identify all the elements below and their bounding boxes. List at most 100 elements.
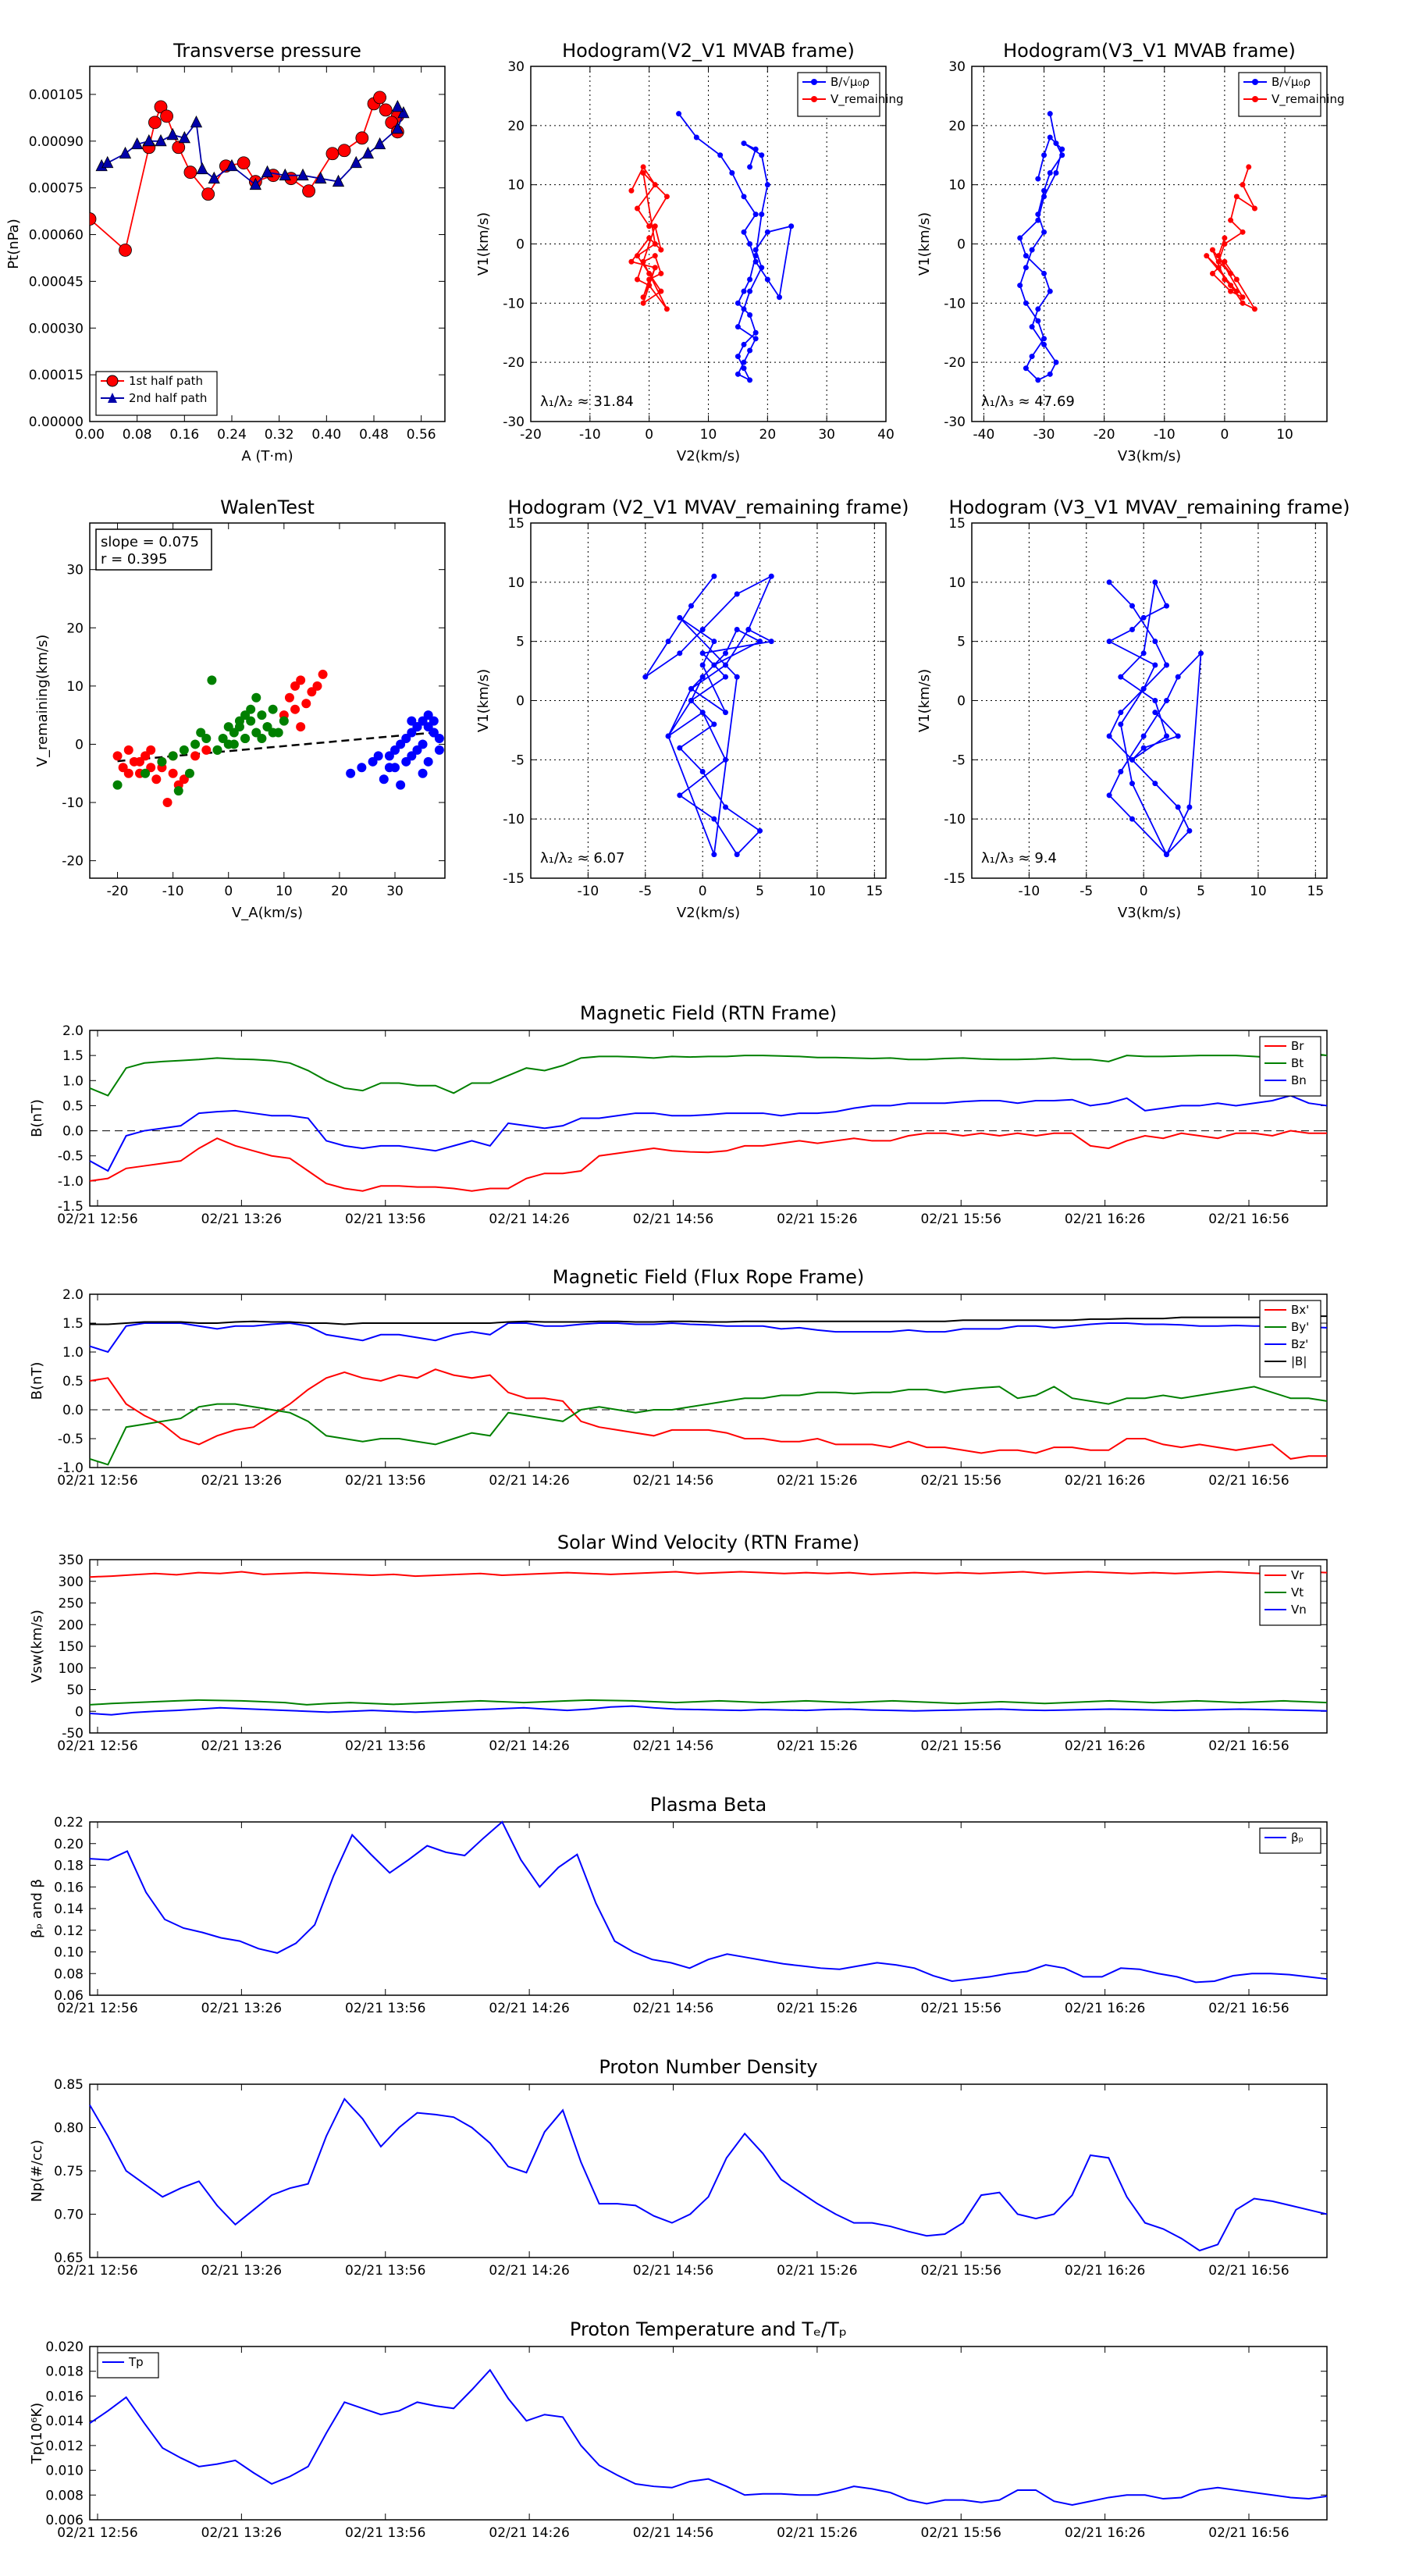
y-tick-label: 0.20 [54,1837,84,1852]
data-point [240,710,251,720]
y-tick-label: -30 [503,415,525,430]
data-point [148,116,162,130]
chart-title: Proton Number Density [599,2056,817,2078]
x-tick-label: 10 [809,884,826,899]
data-point [663,306,670,312]
data-point [741,341,747,347]
x-axis-label: A (T·m) [241,448,293,464]
data-point [677,614,683,621]
data-point [699,650,706,656]
chart-title: WalenTest [220,496,315,518]
data-point [1059,146,1065,152]
x-tick-label: 40 [877,427,895,443]
x-tick-label: 02/21 16:26 [1065,1212,1145,1227]
data-point [646,276,653,283]
x-tick-label: 02/21 13:26 [201,2263,282,2279]
x-tick-label: 30 [818,427,835,443]
y-tick-label: 200 [59,1617,84,1633]
data-point [752,146,759,152]
data-point [1035,212,1041,218]
data-point [401,756,411,767]
axes-frame [89,1030,1328,1207]
data-point [1017,283,1023,289]
data-point [196,162,208,175]
data-point [355,131,369,145]
y-tick-label: 1.5 [62,1048,84,1064]
y-tick-label: -10 [944,812,966,827]
series-line-0 [645,575,774,856]
legend-box [1259,1827,1321,1854]
data-point [652,182,658,188]
y-tick-label: -0.5 [58,1149,84,1165]
y-tick-label: 0.10 [54,1945,84,1961]
legend-label: Br [1291,1039,1304,1053]
y-tick-label: 10 [66,679,84,695]
y-tick-label: 0.020 [45,2339,84,2355]
series-line-vremaining [1206,166,1257,311]
data-point [1222,276,1228,283]
plot-area [90,91,410,257]
data-point [1017,235,1023,241]
series-line-bx [89,1368,1327,1460]
data-point [723,756,729,763]
data-point [677,650,683,656]
x-tick-label: -20 [1094,427,1115,443]
data-point [646,283,653,289]
x-tick-label: 15 [1307,884,1325,899]
y-tick-label: -50 [62,1726,84,1742]
x-tick-label: 02/21 16:56 [1208,1738,1289,1754]
data-point [747,377,753,383]
data-point [752,247,759,253]
x-tick-label: -20 [520,427,542,443]
x-tick-label: 0 [224,884,233,899]
data-point [747,241,753,247]
y-tick-label: 0 [957,694,966,710]
data-point [184,768,194,778]
x-tick-label: 02/21 15:26 [777,1473,857,1489]
data-point [699,627,706,632]
x-tick-label: 02/21 16:26 [1065,2525,1145,2541]
data-point [1209,247,1215,253]
data-point [1140,685,1147,692]
chart-title: Plasma Beta [650,1794,767,1816]
legend-label: |B| [1291,1354,1307,1368]
data-point [1164,698,1170,703]
data-point [229,728,239,738]
data-point [1215,253,1222,259]
data-point [251,692,261,703]
x-tick-label: 02/21 13:26 [201,1473,282,1489]
axes-frame [89,2083,1328,2258]
annotation-box [95,528,212,571]
data-point [699,769,706,774]
data-point [723,650,729,656]
legend-label: 1st half path [129,374,203,388]
data-point [123,745,133,755]
data-point [168,751,178,761]
y-axis-label: V_remaining(km/s) [34,635,51,767]
series-line-1sthalfpath [90,96,399,252]
x-tick-label: 02/21 14:26 [489,2001,569,2016]
data-point [401,733,411,743]
x-tick-label: 02/21 12:56 [57,2001,137,2016]
ratio-annotation: λ₁/λ₂ ≈ 6.07 [540,850,624,866]
chart-title: Solar Wind Velocity (RTN Frame) [557,1532,859,1553]
y-tick-label: 0.00105 [29,87,84,103]
data-point [396,780,406,790]
data-point [373,751,383,761]
data-point [1047,134,1053,141]
x-tick-label: 02/21 12:56 [57,1212,137,1227]
data-point [759,152,765,158]
data-point [711,721,717,728]
y-tick-label: -10 [503,296,525,311]
legend-label: Bz' [1291,1337,1308,1351]
series-line-np [89,2097,1328,2252]
y-tick-label: 2.0 [62,1023,84,1039]
y-tick-label: 20 [507,119,525,134]
data-point [747,312,753,318]
data-point [246,704,256,714]
data-point [1118,769,1124,774]
data-point [1204,253,1210,259]
data-point [1118,721,1124,728]
chart-title: Transverse pressure [173,40,361,62]
x-tick-label: 02/21 14:56 [633,2001,713,2016]
